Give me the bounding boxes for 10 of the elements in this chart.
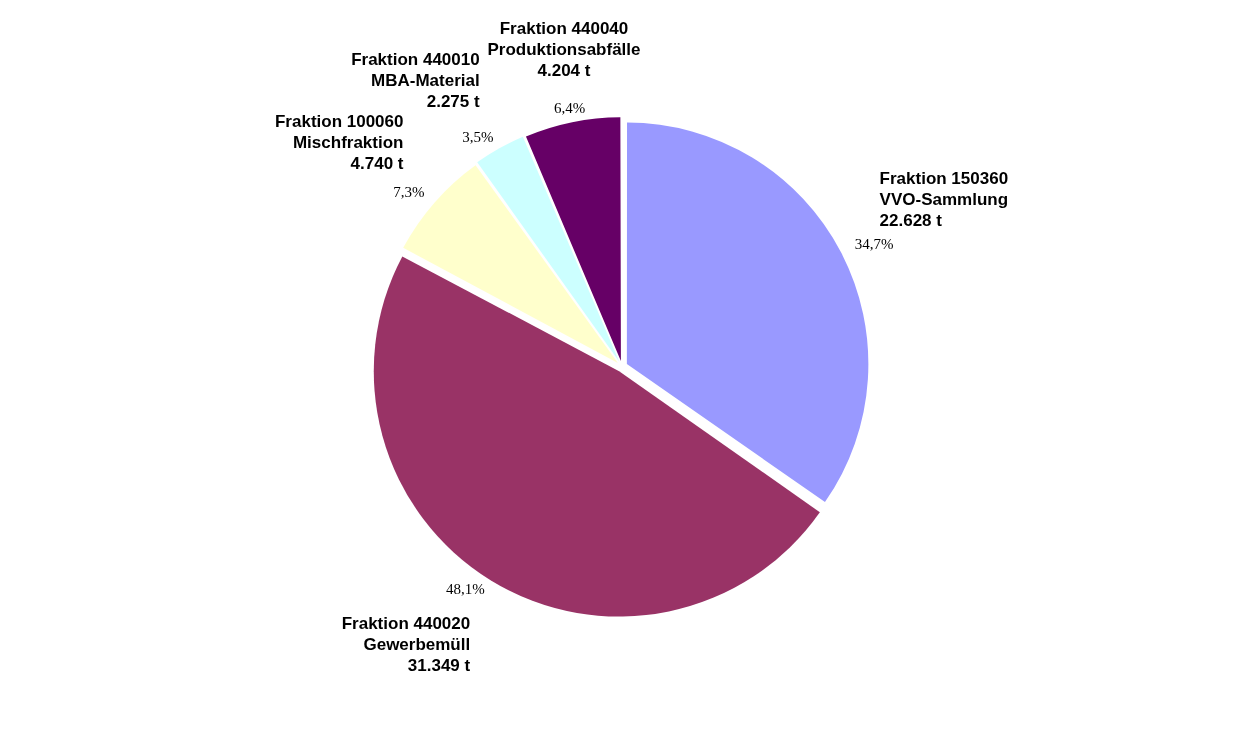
slice-label: Fraktion 440020 Gewerbemüll 31.349 t — [341, 614, 471, 676]
data-label: 3,5% — [462, 128, 494, 145]
slice-label: Fraktion 150360 VVO-Sammlung 22.628 t — [879, 169, 1009, 231]
data-label: 48,1% — [446, 581, 485, 598]
data-label: 7,3% — [393, 184, 425, 201]
slice-label: Fraktion 440040 Produktionsabfälle 4.204 t — [487, 19, 641, 81]
slice-label: Fraktion 440010 MBA-Material 2.275 t — [351, 50, 480, 112]
data-label: 34,7% — [854, 236, 894, 253]
data-label: 6,4% — [553, 100, 586, 117]
slice-label: Fraktion 100060 Mischfraktion 4.740 t — [274, 112, 404, 174]
